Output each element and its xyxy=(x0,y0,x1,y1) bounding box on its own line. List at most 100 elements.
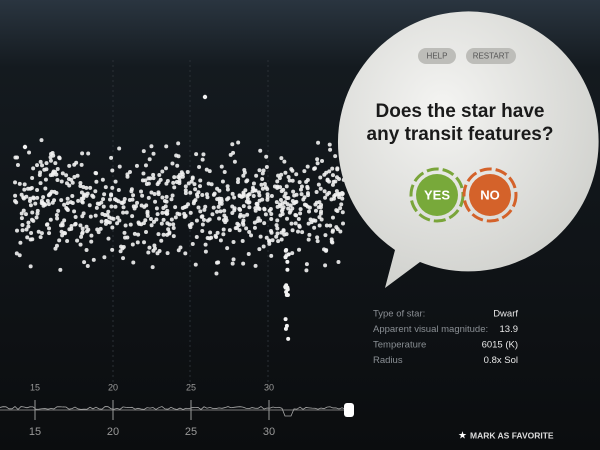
light-curve-dot xyxy=(201,217,206,222)
light-curve-dot xyxy=(141,221,146,226)
light-curve-dot xyxy=(246,252,251,257)
light-curve-dot xyxy=(66,176,71,181)
restart-button[interactable] xyxy=(466,48,516,64)
light-curve-dot xyxy=(263,212,268,217)
light-curve-dot xyxy=(62,218,67,223)
light-curve-dot xyxy=(57,155,62,160)
light-curve-dot xyxy=(283,191,288,196)
light-curve-dot xyxy=(214,234,219,239)
light-curve-dot xyxy=(313,208,318,213)
light-curve-dot xyxy=(40,163,45,168)
light-curve-dot xyxy=(322,172,327,177)
light-curve-dot xyxy=(109,204,114,209)
light-curve-dot xyxy=(154,206,159,211)
light-curve-dot xyxy=(116,187,121,192)
light-curve-dot xyxy=(316,140,321,145)
light-curve-dot xyxy=(275,226,280,231)
favorite-star[interactable]: ★ xyxy=(458,431,467,442)
light-curve-dot xyxy=(125,172,130,177)
yes-button[interactable] xyxy=(416,174,458,216)
yes-label[interactable]: YES xyxy=(424,187,450,202)
favorite-label[interactable]: MARK AS FAVORITE xyxy=(470,430,554,440)
light-curve-dot xyxy=(323,233,328,238)
light-curve-dot xyxy=(269,193,274,198)
light-curve-dot xyxy=(62,202,67,207)
no-button[interactable] xyxy=(469,174,511,216)
light-curve-dot xyxy=(183,184,188,189)
light-curve-dot xyxy=(297,180,302,185)
light-curve-dot xyxy=(238,212,243,217)
light-curve-dot xyxy=(121,205,126,210)
light-curve-dot xyxy=(89,239,94,244)
light-curve-dot xyxy=(313,202,318,207)
light-curve-dot xyxy=(180,205,185,210)
light-curve-dot xyxy=(269,217,274,222)
light-curve-dot xyxy=(275,231,280,236)
light-curve-dot xyxy=(14,200,19,205)
light-curve-dot xyxy=(339,202,344,207)
help-button[interactable] xyxy=(418,48,456,64)
light-curve-dot xyxy=(144,229,149,234)
light-curve-dot xyxy=(166,227,171,232)
light-curve-dot xyxy=(140,193,145,198)
light-curve-dot xyxy=(105,213,110,218)
light-curve-dot xyxy=(59,179,64,184)
light-curve-dot xyxy=(202,207,207,212)
light-curve-dot xyxy=(43,186,48,191)
light-curve-dot xyxy=(142,240,147,245)
light-curve-dot xyxy=(194,192,199,197)
light-curve-dot xyxy=(222,169,227,174)
light-curve-dot xyxy=(70,201,75,206)
light-curve-dot xyxy=(43,177,48,182)
light-curve-dot xyxy=(324,223,329,228)
light-curve-dot xyxy=(290,251,295,256)
light-curve-dot xyxy=(251,187,256,192)
light-curve-dot xyxy=(278,213,283,218)
light-curve-dot xyxy=(101,204,106,209)
light-curve-dot xyxy=(298,211,303,216)
light-curve-dot xyxy=(121,210,126,215)
light-curve-dot xyxy=(334,208,339,213)
help-label[interactable]: HELP xyxy=(427,52,448,61)
light-curve-dot xyxy=(153,199,158,204)
light-curve-dot xyxy=(136,232,141,237)
light-curve-dot xyxy=(99,219,104,224)
light-curve-dot xyxy=(193,187,198,192)
no-label[interactable]: NO xyxy=(480,187,500,202)
light-curve-dot xyxy=(299,184,304,189)
light-curve-dot xyxy=(24,227,29,232)
light-curve-dot xyxy=(48,155,53,160)
light-curve-dot xyxy=(241,190,246,195)
light-curve-dot xyxy=(76,198,81,203)
light-curve-dot xyxy=(304,268,309,273)
light-curve-dot xyxy=(336,192,341,197)
light-curve-dot xyxy=(84,224,89,229)
light-curve-dot xyxy=(36,229,41,234)
light-curve-dot xyxy=(145,209,150,214)
light-curve-dot xyxy=(290,168,295,173)
light-curve-dot xyxy=(156,192,161,197)
light-curve-dot xyxy=(39,231,44,236)
light-curve-dot xyxy=(44,167,49,172)
light-curve-dot xyxy=(270,238,275,243)
light-curve-dot xyxy=(30,210,35,215)
light-curve-dot xyxy=(276,173,281,178)
light-curve-dot xyxy=(159,221,164,226)
light-curve-dot xyxy=(330,166,335,171)
light-curve-dot xyxy=(211,192,216,197)
light-curve-dot xyxy=(285,259,290,264)
light-curve-dot xyxy=(91,194,96,199)
light-curve-dot xyxy=(130,242,135,247)
light-curve-dot xyxy=(279,172,284,177)
light-curve-dot xyxy=(98,226,103,231)
light-curve-dot xyxy=(200,222,205,227)
timeline-handle[interactable] xyxy=(344,403,354,417)
light-curve-dot xyxy=(176,141,181,146)
light-curve-dot xyxy=(314,189,319,194)
light-curve-dot xyxy=(218,238,223,243)
restart-label[interactable]: RESTART xyxy=(473,52,510,61)
light-curve-dot xyxy=(46,202,51,207)
light-curve-dot xyxy=(186,181,191,186)
light-curve-dot xyxy=(96,230,101,235)
no-ring[interactable] xyxy=(462,167,518,223)
